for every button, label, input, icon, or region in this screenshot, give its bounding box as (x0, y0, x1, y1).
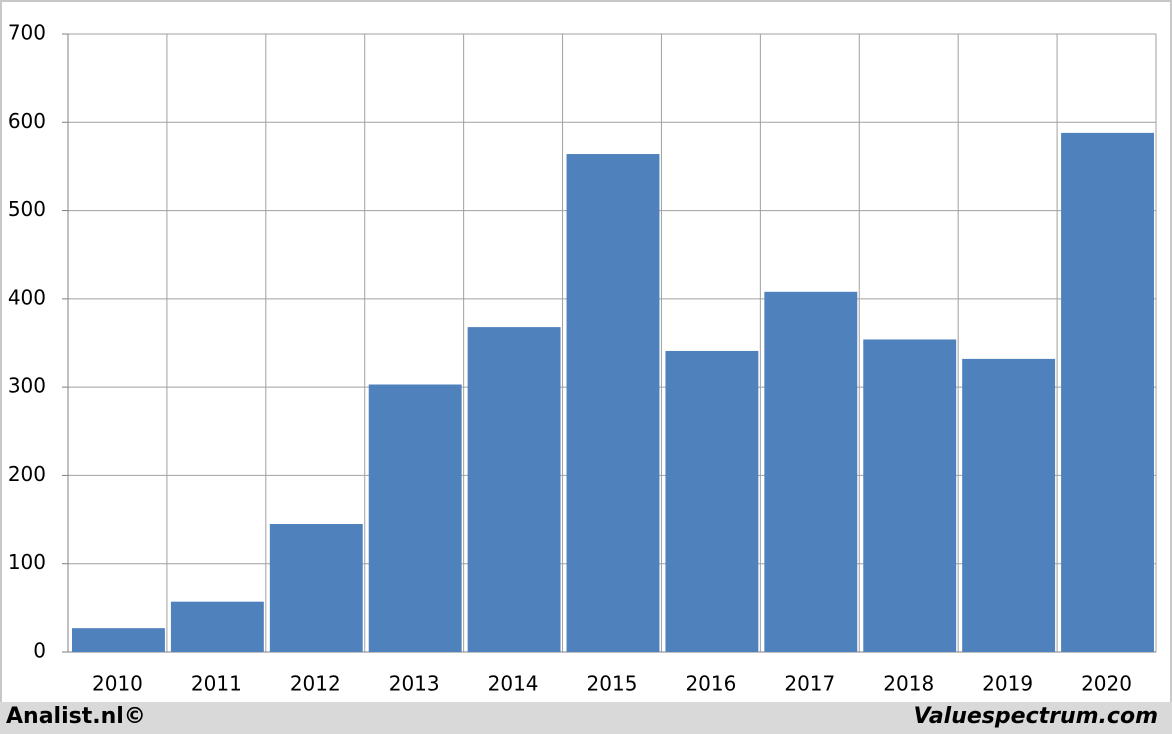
bar (72, 628, 165, 652)
bar (170, 601, 264, 652)
y-tick-label: 300 (8, 374, 46, 398)
y-tick-label: 600 (8, 109, 46, 133)
bar (962, 358, 1056, 652)
x-tick-label: 2016 (685, 672, 736, 696)
x-tick-label: 2012 (290, 672, 341, 696)
y-tick-label: 100 (8, 550, 46, 574)
y-tick-label: 700 (8, 21, 46, 45)
bar (1061, 132, 1154, 652)
x-tick-label: 2010 (92, 672, 143, 696)
bar (863, 339, 957, 652)
x-tick-label: 2019 (982, 672, 1033, 696)
footer-left: Analist.nl© (6, 704, 146, 729)
footer-bar (0, 702, 1172, 734)
x-tick-label: 2015 (587, 672, 638, 696)
x-tick-label: 2020 (1081, 672, 1132, 696)
x-tick-label: 2013 (389, 672, 440, 696)
bar (665, 350, 759, 652)
bar (764, 291, 858, 652)
y-tick-label: 0 (33, 639, 46, 663)
bar (566, 154, 660, 652)
x-tick-label: 2017 (784, 672, 835, 696)
x-tick-label: 2014 (488, 672, 539, 696)
y-tick-label: 400 (8, 285, 46, 309)
y-tick-label: 500 (8, 197, 46, 221)
y-tick-label: 200 (8, 462, 46, 486)
bar (467, 327, 561, 652)
x-tick-label: 2018 (883, 672, 934, 696)
bar (368, 384, 462, 652)
footer-right: Valuespectrum.com (914, 704, 1158, 729)
x-tick-label: 2011 (191, 672, 242, 696)
bar (269, 523, 363, 652)
